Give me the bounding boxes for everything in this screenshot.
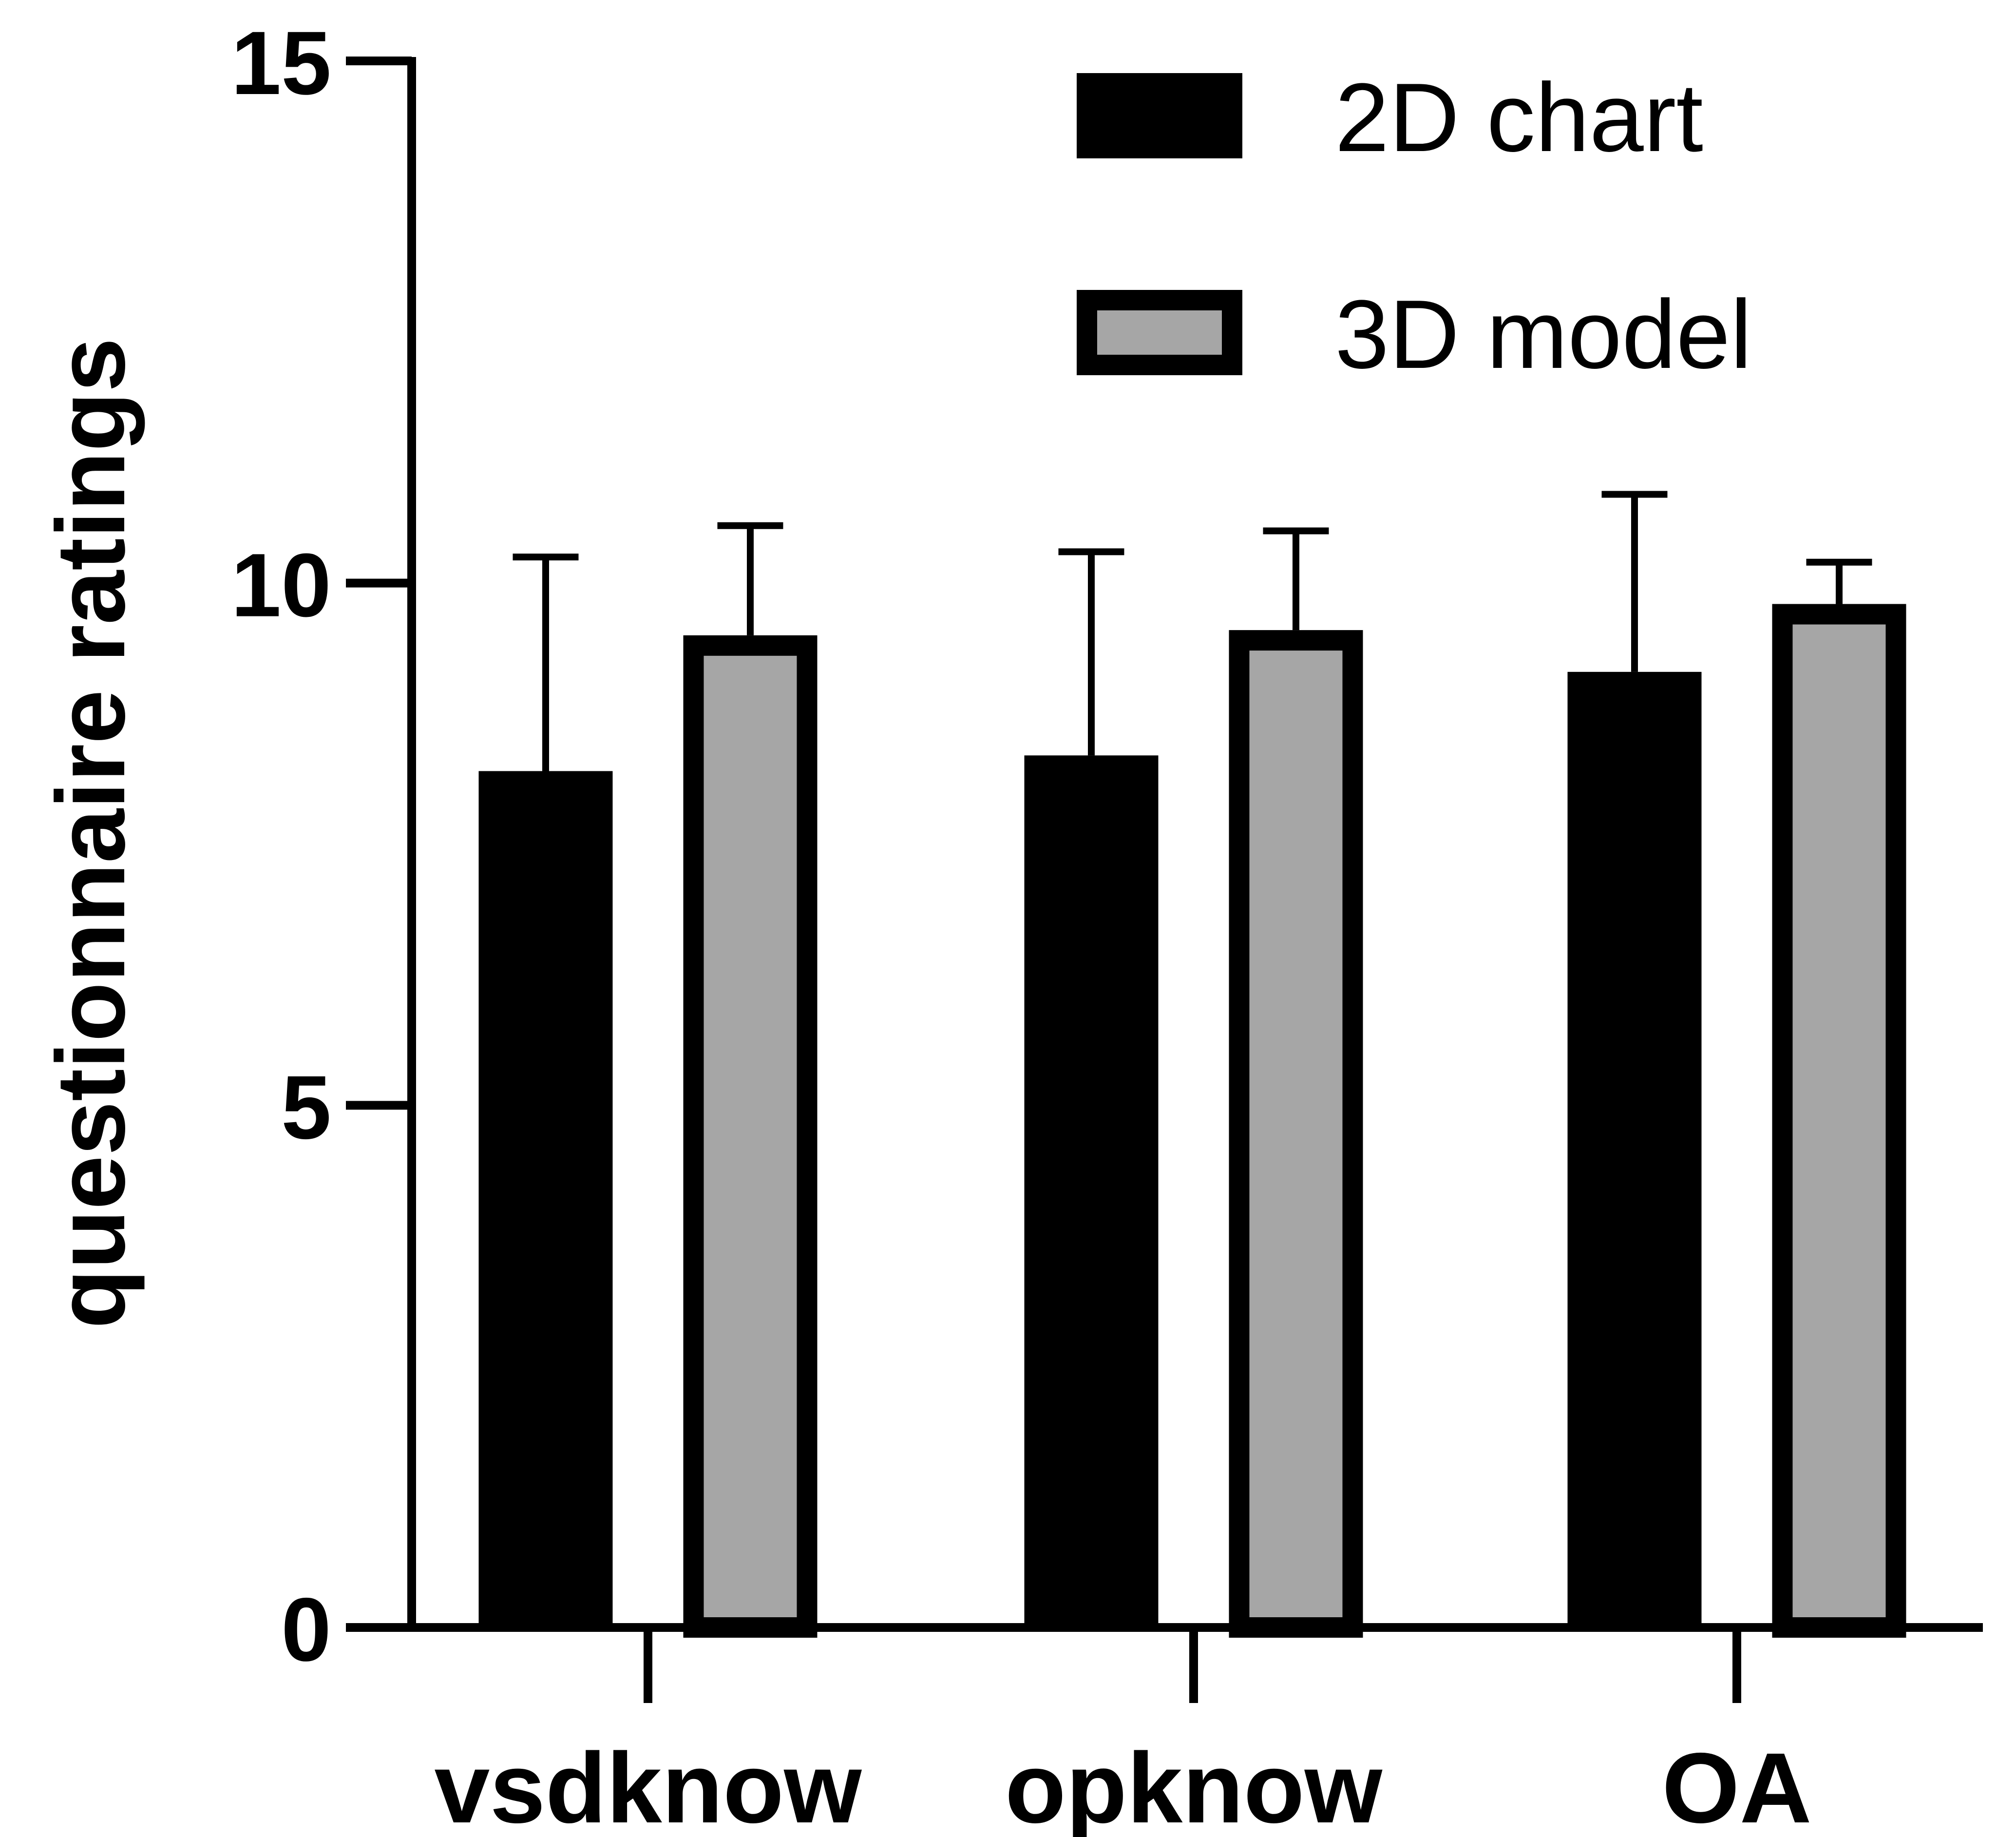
x-tick-label-OA: OA	[1662, 1732, 1812, 1837]
bar-2d-chart-OA	[1567, 671, 1702, 1627]
y-tick-label-15: 15	[231, 13, 331, 114]
bar-3d-model-OA	[1772, 604, 1906, 1638]
x-tick-label-opknow: opknow	[1005, 1732, 1383, 1837]
legend-label-2d-chart: 2D chart	[1335, 63, 1703, 172]
bars-layer	[478, 604, 1906, 1638]
legend-label-3d-model: 3D model	[1335, 280, 1752, 389]
bar-3d-model-opknow	[1229, 630, 1363, 1638]
error-bars-layer	[513, 491, 1872, 771]
legend: 2D chart 3D model	[1077, 63, 1752, 389]
y-tick-label-10: 10	[231, 536, 331, 636]
bar-2d-chart-opknow	[1024, 755, 1159, 1627]
y-axis-title: questionnaire ratings	[37, 338, 145, 1329]
bar-3d-model-vsdknow	[683, 635, 818, 1638]
axes-layer: 0 5 10 15 vsdknow opknow OA	[231, 13, 1983, 1837]
legend-swatch-3d-model	[1077, 290, 1242, 375]
legend-swatch-2d-chart	[1077, 73, 1242, 158]
bar-2d-chart-vsdknow	[478, 771, 613, 1627]
x-tick-label-vsdknow: vsdknow	[434, 1732, 862, 1837]
y-tick-label-0: 0	[281, 1580, 331, 1680]
y-tick-label-5: 5	[281, 1057, 331, 1158]
